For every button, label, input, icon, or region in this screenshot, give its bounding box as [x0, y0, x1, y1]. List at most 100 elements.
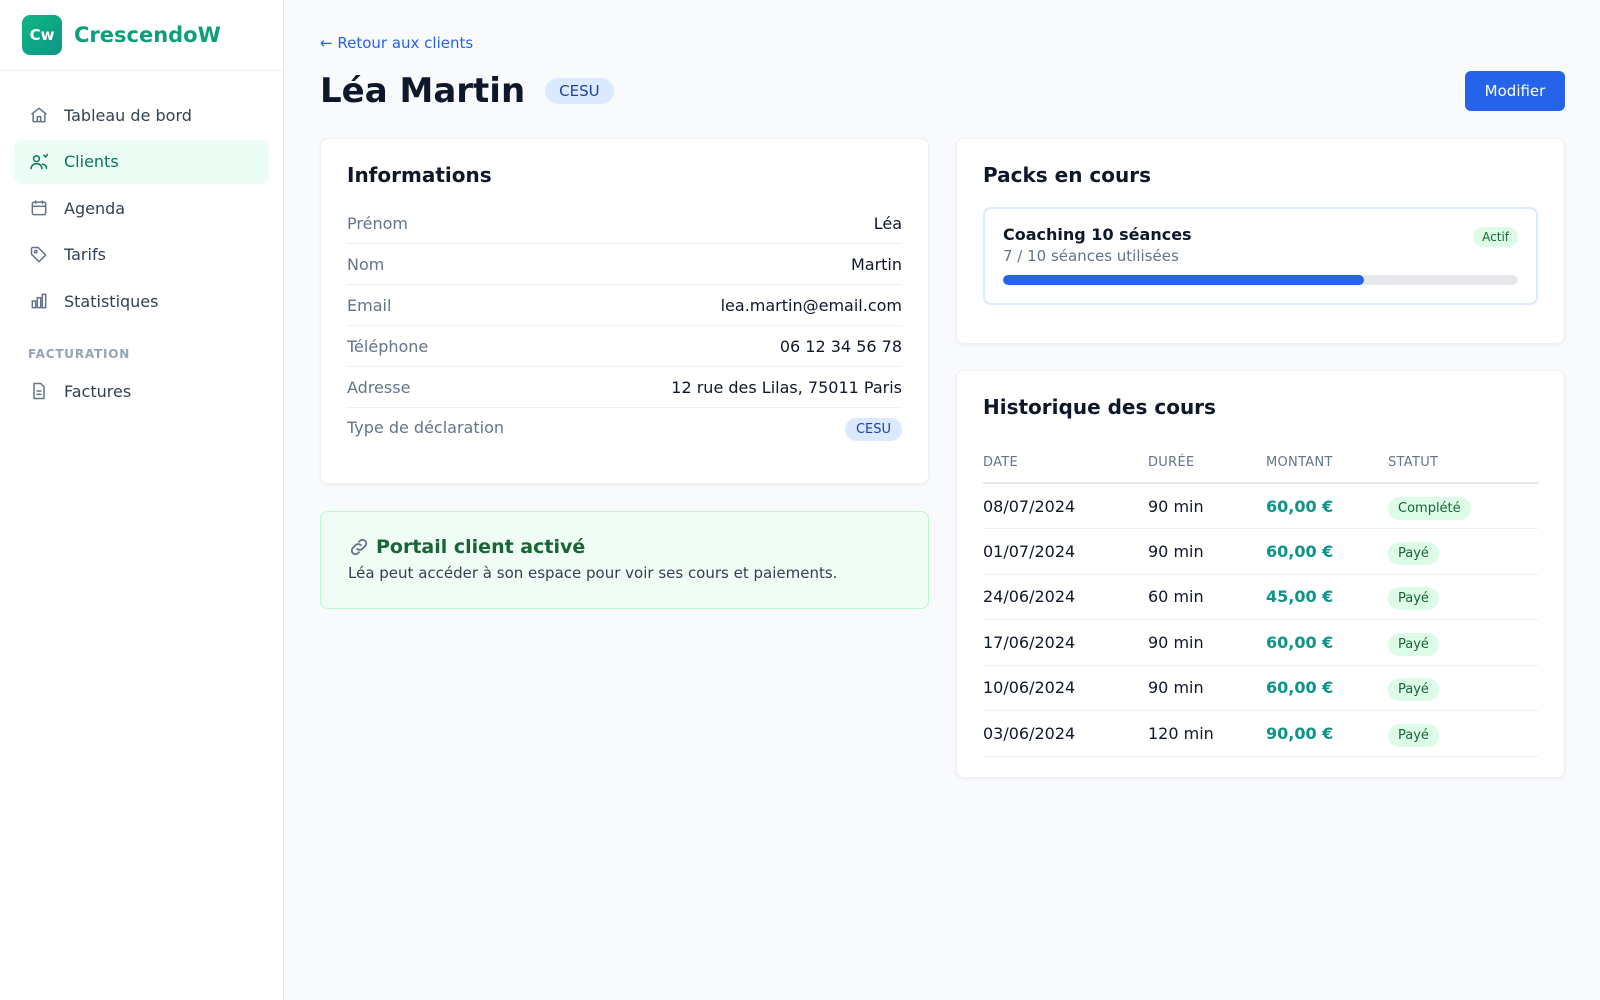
cell-amount: 60,00 €: [1266, 665, 1388, 711]
info-card-title: Informations: [347, 163, 492, 187]
history-card-title: Historique des cours: [983, 395, 1216, 419]
info-label: Type de déclaration: [347, 418, 504, 437]
sidebar-item-clients[interactable]: Clients: [14, 139, 269, 184]
sidebar-item-tarifs[interactable]: Tarifs: [14, 233, 269, 277]
info-row-declaration: Type de déclaration CESU: [347, 408, 902, 449]
portal-description: Léa peut accéder à son espace pour voir …: [348, 564, 838, 582]
client-portal-banner: Portail client activé Léa peut accéder à…: [320, 511, 929, 609]
info-label: Prénom: [347, 213, 408, 233]
cell-date: 08/07/2024: [983, 483, 1148, 529]
packs-card: Packs en cours Coaching 10 séances 7 / 1…: [956, 138, 1565, 344]
document-icon: [28, 380, 50, 402]
cell-status: Payé: [1388, 665, 1538, 711]
cell-status: Payé: [1388, 710, 1538, 757]
pack-status-badge: Actif: [1473, 227, 1518, 247]
sidebar-item-label: Tableau de bord: [64, 105, 192, 125]
link-icon: [350, 538, 368, 556]
table-row[interactable]: 03/06/2024 120 min 90,00 € Payé: [983, 710, 1538, 757]
cell-amount: 60,00 €: [1266, 619, 1388, 666]
info-list: Prénom Léa Nom Martin Email lea.martin@e…: [347, 203, 902, 449]
history-card: Historique des cours DATE DURÉE MONTANT …: [956, 370, 1565, 778]
info-value: lea.martin@email.com: [720, 295, 902, 315]
cell-amount: 60,00 €: [1266, 528, 1388, 575]
table-row[interactable]: 17/06/2024 90 min 60,00 € Payé: [983, 619, 1538, 666]
table-row[interactable]: 08/07/2024 90 min 60,00 € Complété: [983, 483, 1538, 529]
portal-title: Portail client activé: [348, 536, 901, 558]
portal-title-text: Portail client activé: [376, 536, 586, 558]
info-card: Informations Prénom Léa Nom Martin Email…: [320, 138, 929, 484]
column-header-date: DATE: [983, 443, 1148, 484]
cell-date: 17/06/2024: [983, 619, 1148, 666]
column-header-duration: DURÉE: [1148, 443, 1266, 484]
status-badge: Payé: [1388, 541, 1439, 565]
edit-button[interactable]: Modifier: [1465, 71, 1565, 111]
sidebar-item-statistiques[interactable]: Statistiques: [14, 279, 269, 323]
cell-amount: 45,00 €: [1266, 574, 1388, 620]
cell-duration: 90 min: [1148, 483, 1266, 529]
info-value: 12 rue des Lilas, 75011 Paris: [671, 377, 902, 397]
sidebar-item-dashboard[interactable]: Tableau de bord: [14, 93, 269, 137]
cell-duration: 90 min: [1148, 528, 1266, 575]
calendar-icon: [28, 197, 50, 219]
cell-duration: 60 min: [1148, 574, 1266, 620]
app-logo: Cw: [22, 15, 62, 55]
page-title: Léa Martin: [320, 71, 526, 111]
cell-status: Payé: [1388, 528, 1538, 575]
cell-date: 01/07/2024: [983, 528, 1148, 575]
cell-status: Complété: [1388, 483, 1538, 529]
sidebar: Cw CrescendoW Tableau de bord Clients Ag…: [0, 0, 284, 1000]
cell-duration: 90 min: [1148, 619, 1266, 666]
sidebar-item-label: Agenda: [64, 198, 126, 218]
declaration-badge: CESU: [545, 78, 614, 104]
brand[interactable]: Cw CrescendoW: [0, 0, 283, 71]
cell-amount: 60,00 €: [1266, 483, 1388, 529]
pack-progress-bar: [1003, 275, 1518, 285]
column-header-status: STATUT: [1388, 443, 1538, 484]
info-row-email: Email lea.martin@email.com: [347, 285, 902, 326]
cell-date: 24/06/2024: [983, 574, 1148, 620]
cell-amount: 90,00 €: [1266, 710, 1388, 757]
table-row[interactable]: 01/07/2024 90 min 60,00 € Payé: [983, 528, 1538, 575]
status-badge: Payé: [1388, 678, 1439, 702]
cell-status: Payé: [1388, 619, 1538, 666]
pack-usage: 7 / 10 séances utilisées: [1003, 247, 1179, 265]
pack-progress-fill: [1003, 275, 1364, 285]
bar-chart-icon: [28, 290, 50, 312]
sidebar-item-agenda[interactable]: Agenda: [14, 186, 269, 230]
cell-date: 03/06/2024: [983, 710, 1148, 757]
pack-name: Coaching 10 séances: [1003, 225, 1192, 244]
column-header-amount: MONTANT: [1266, 443, 1388, 484]
info-row-lastname: Nom Martin: [347, 244, 902, 285]
declaration-type-badge: CESU: [844, 418, 902, 441]
info-label: Nom: [347, 254, 385, 274]
info-row-phone: Téléphone 06 12 34 56 78: [347, 326, 902, 367]
sidebar-item-label: Factures: [64, 381, 132, 401]
info-row-address: Adresse 12 rue des Lilas, 75011 Paris: [347, 367, 902, 408]
table-row[interactable]: 24/06/2024 60 min 45,00 € Payé: [983, 574, 1538, 620]
status-badge: Payé: [1388, 587, 1439, 611]
sidebar-item-factures[interactable]: Factures: [14, 369, 269, 413]
cell-duration: 90 min: [1148, 665, 1266, 711]
info-value: 06 12 34 56 78: [779, 336, 902, 356]
sidebar-nav: Tableau de bord Clients Agenda Tarifs St…: [0, 71, 283, 413]
sidebar-section-label: FACTURATION: [28, 347, 131, 361]
info-label: Adresse: [347, 377, 411, 397]
users-icon: [28, 151, 50, 173]
info-label: Téléphone: [347, 336, 429, 356]
sidebar-item-label: Statistiques: [64, 291, 159, 311]
info-row-firstname: Prénom Léa: [347, 203, 902, 244]
back-to-clients-link[interactable]: ← Retour aux clients: [320, 34, 474, 52]
info-value: Martin: [850, 254, 902, 274]
cell-duration: 120 min: [1148, 710, 1266, 757]
page-header: Léa Martin CESU Modifier: [320, 70, 1565, 112]
app-name: CrescendoW: [74, 23, 221, 47]
pack-item[interactable]: Coaching 10 séances 7 / 10 séances utili…: [983, 207, 1538, 305]
sidebar-item-label: Clients: [64, 152, 119, 171]
table-row[interactable]: 10/06/2024 90 min 60,00 € Payé: [983, 665, 1538, 711]
tag-icon: [28, 244, 50, 266]
history-table: DATE DURÉE MONTANT STATUT 08/07/2024 90 …: [983, 443, 1538, 757]
info-label: Email: [347, 295, 392, 315]
table-header-row: DATE DURÉE MONTANT STATUT: [983, 443, 1538, 484]
cell-date: 10/06/2024: [983, 665, 1148, 711]
home-icon: [28, 104, 50, 126]
